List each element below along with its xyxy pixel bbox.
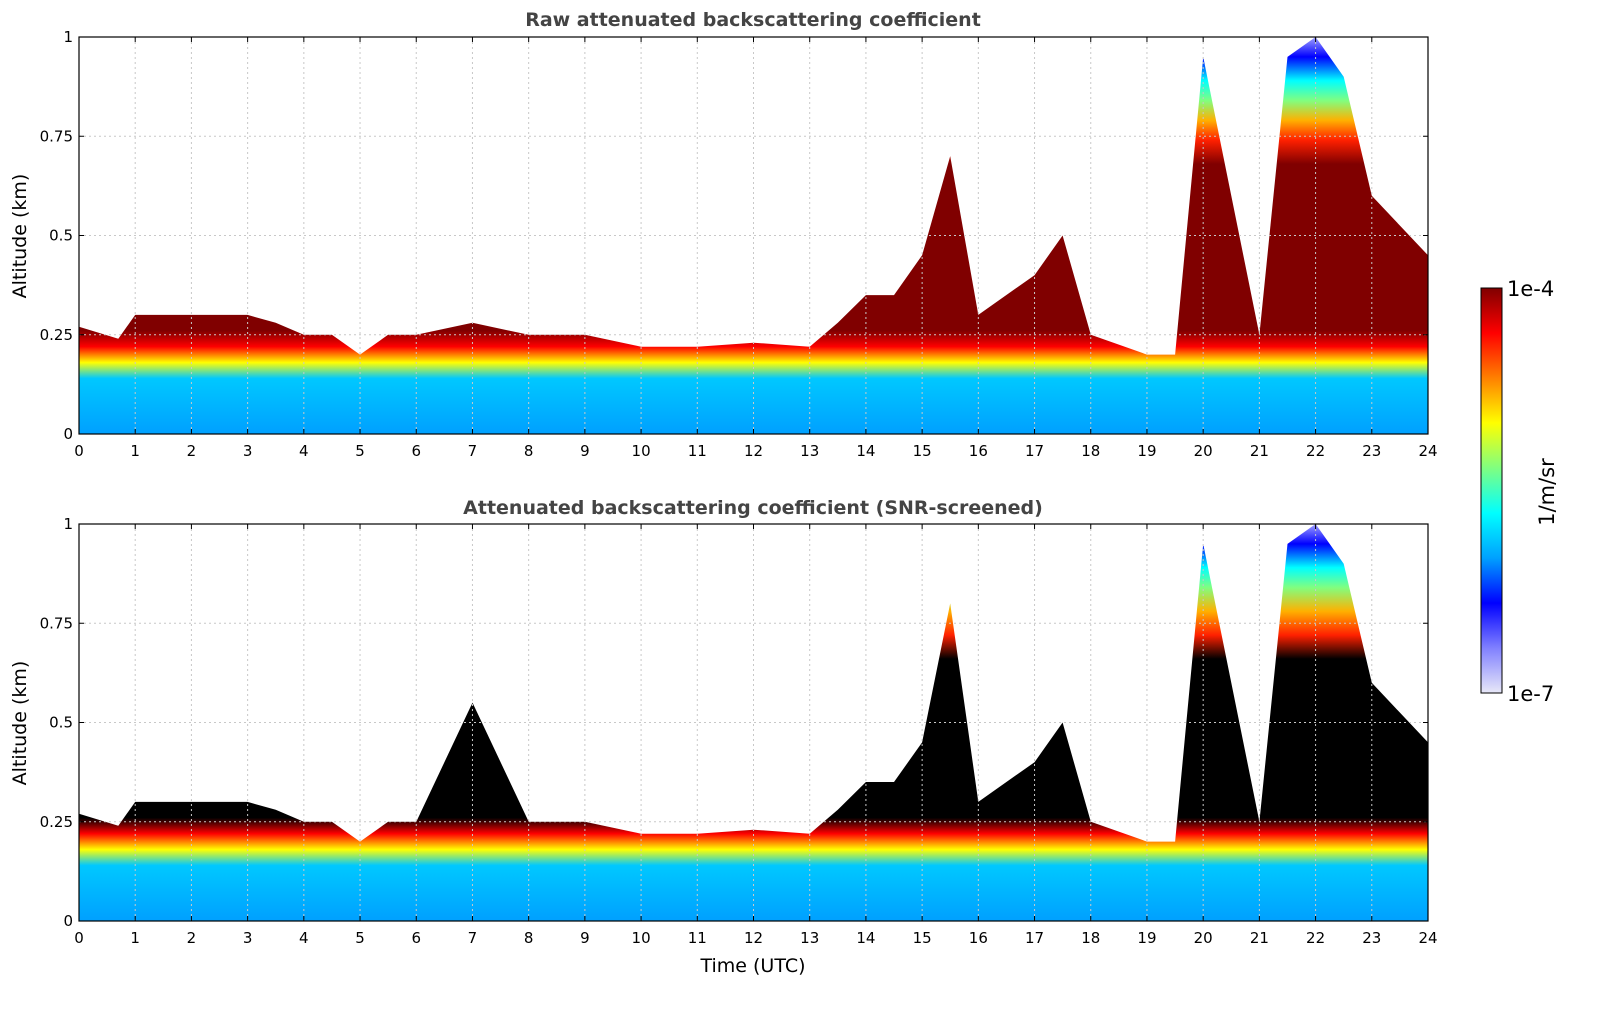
panel1-y-ticks: 0 0.25 0.5 0.75 1 <box>40 28 1428 443</box>
y-tick-label: 0.25 <box>40 813 73 831</box>
x-tick-label: 4 <box>299 442 309 460</box>
panel2-x-axis-label: Time (UTC) <box>699 955 805 977</box>
x-tick-label: 1 <box>130 929 140 947</box>
x-tick-label: 9 <box>580 929 590 947</box>
y-tick-label: 1 <box>63 515 73 533</box>
x-tick-label: 24 <box>1418 929 1437 947</box>
panel2-title: Attenuated backscattering coefficient (S… <box>463 497 1043 519</box>
colorbar-scale <box>1480 287 1503 694</box>
x-tick-label: 13 <box>800 442 819 460</box>
colorbar-max-label: 1e-4 <box>1507 277 1554 301</box>
x-tick-label: 0 <box>74 442 84 460</box>
colorbar-unit-label: 1/m/sr <box>1535 458 1559 526</box>
y-tick-label: 1 <box>63 28 73 46</box>
x-tick-label: 20 <box>1194 929 1213 947</box>
x-tick-label: 16 <box>969 442 988 460</box>
x-tick-label: 23 <box>1362 442 1381 460</box>
y-tick-label: 0 <box>63 912 73 930</box>
x-tick-label: 21 <box>1250 929 1269 947</box>
x-tick-label: 21 <box>1250 442 1269 460</box>
x-tick-label: 19 <box>1137 442 1156 460</box>
x-tick-label: 3 <box>243 442 253 460</box>
panel2-x-ticks: 0 1 2 3 4 5 6 7 8 9 10 11 12 13 14 15 16 17 18 19 20 21 22 23 24 <box>74 524 1438 947</box>
panel1-x-ticks: 0 1 2 3 4 5 6 7 8 9 10 11 12 13 14 15 16 17 18 19 20 21 22 23 24 <box>74 37 1438 460</box>
x-tick-label: 17 <box>1025 442 1044 460</box>
x-tick-label: 12 <box>744 442 763 460</box>
panel1-title: Raw attenuated backscattering coefficien… <box>525 9 981 31</box>
y-tick-label: 0.5 <box>49 714 73 732</box>
panel1-y-axis-label: Altitude (km) <box>9 174 31 299</box>
raw-backscatter-panel: Raw attenuated backscattering coefficien… <box>9 9 1438 460</box>
y-tick-label: 0.25 <box>40 326 73 344</box>
x-tick-label: 15 <box>913 442 932 460</box>
panel2-y-axis-label: Altitude (km) <box>9 661 31 786</box>
x-tick-label: 16 <box>969 929 988 947</box>
x-tick-label: 7 <box>468 929 478 947</box>
x-tick-label: 18 <box>1081 929 1100 947</box>
x-tick-label: 3 <box>243 929 253 947</box>
colorbar-min-label: 1e-7 <box>1507 682 1554 706</box>
x-tick-label: 12 <box>744 929 763 947</box>
x-tick-label: 10 <box>632 442 651 460</box>
x-tick-label: 5 <box>355 929 365 947</box>
panel1-grid <box>79 37 1428 434</box>
y-tick-label: 0 <box>63 425 73 443</box>
x-tick-label: 8 <box>524 442 534 460</box>
x-tick-label: 18 <box>1081 442 1100 460</box>
y-tick-label: 0.5 <box>49 227 73 245</box>
x-tick-label: 2 <box>187 929 197 947</box>
x-tick-label: 6 <box>411 442 421 460</box>
x-tick-label: 11 <box>688 929 707 947</box>
x-tick-label: 8 <box>524 929 534 947</box>
x-tick-label: 2 <box>187 442 197 460</box>
x-tick-label: 23 <box>1362 929 1381 947</box>
x-tick-label: 7 <box>468 442 478 460</box>
y-tick-label: 0.75 <box>40 127 73 145</box>
x-tick-label: 24 <box>1418 442 1437 460</box>
x-tick-label: 11 <box>688 442 707 460</box>
x-tick-label: 14 <box>856 929 875 947</box>
x-tick-label: 10 <box>632 929 651 947</box>
panel2-y-ticks: 0 0.25 0.5 0.75 1 <box>40 515 1428 930</box>
x-tick-label: 17 <box>1025 929 1044 947</box>
x-tick-label: 6 <box>411 929 421 947</box>
screened-backscatter-panel: Attenuated backscattering coefficient (S… <box>9 497 1438 977</box>
y-tick-label: 0.75 <box>40 614 73 632</box>
x-tick-label: 22 <box>1306 442 1325 460</box>
x-tick-label: 13 <box>800 929 819 947</box>
x-tick-label: 15 <box>913 929 932 947</box>
x-tick-label: 19 <box>1137 929 1156 947</box>
x-tick-label: 0 <box>74 929 84 947</box>
x-tick-label: 14 <box>856 442 875 460</box>
x-tick-label: 22 <box>1306 929 1325 947</box>
x-tick-label: 9 <box>580 442 590 460</box>
x-tick-label: 1 <box>130 442 140 460</box>
panel2-grid <box>79 524 1428 921</box>
x-tick-label: 4 <box>299 929 309 947</box>
x-tick-label: 20 <box>1194 442 1213 460</box>
colorbar: 1e-4 1e-7 1/m/sr <box>1480 277 1559 706</box>
x-tick-label: 5 <box>355 442 365 460</box>
